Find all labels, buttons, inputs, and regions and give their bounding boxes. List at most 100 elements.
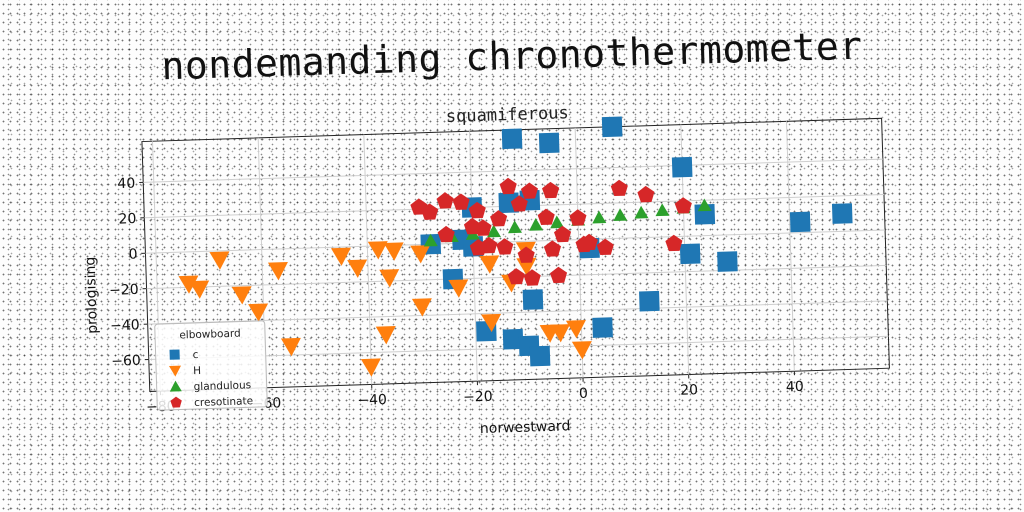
data-point xyxy=(481,313,502,333)
legend-title: elbowboard xyxy=(179,328,241,342)
data-point xyxy=(486,224,501,238)
data-point xyxy=(501,128,523,150)
data-point xyxy=(596,238,614,256)
data-point xyxy=(538,132,560,154)
x-grid-line xyxy=(574,127,584,378)
data-point xyxy=(411,298,432,317)
data-point xyxy=(452,193,470,210)
series-cresotinate xyxy=(410,177,692,286)
data-point xyxy=(697,198,712,212)
data-point xyxy=(410,245,431,264)
data-point xyxy=(569,209,587,226)
data-point xyxy=(634,205,649,219)
x-tick-label: 0 xyxy=(579,386,588,402)
x-grid-line xyxy=(785,121,795,372)
x-grid-line xyxy=(363,134,373,385)
data-point xyxy=(639,290,660,312)
data-point xyxy=(507,268,525,285)
data-point xyxy=(674,197,692,214)
data-point xyxy=(637,185,655,203)
data-point xyxy=(436,192,454,209)
data-point xyxy=(231,286,252,305)
data-point xyxy=(178,275,199,294)
data-point xyxy=(665,234,683,252)
data-point xyxy=(330,247,351,266)
data-point xyxy=(553,225,572,243)
x-tick-label: −40 xyxy=(357,392,387,409)
data-point xyxy=(571,341,592,360)
data-point xyxy=(367,241,388,260)
y-tick-label: 20 xyxy=(118,211,136,228)
data-point xyxy=(592,317,613,338)
data-point xyxy=(496,238,514,255)
data-point xyxy=(502,328,524,350)
data-point xyxy=(375,326,396,345)
y-tick-label: −40 xyxy=(110,317,140,334)
data-point xyxy=(601,116,623,138)
data-point xyxy=(423,233,438,247)
legend-marker xyxy=(169,349,180,360)
data-point xyxy=(267,262,288,281)
data-point xyxy=(550,324,571,343)
data-point xyxy=(490,210,508,227)
y-tick-label: 40 xyxy=(117,176,135,193)
y-tick-label: −20 xyxy=(109,282,139,299)
data-point xyxy=(679,243,701,265)
x-tick-label: −20 xyxy=(463,389,493,406)
y-tick-label: 0 xyxy=(128,246,137,262)
y-grid-line xyxy=(143,158,883,183)
data-point xyxy=(510,195,528,212)
data-point xyxy=(550,215,565,229)
data-point xyxy=(520,182,539,199)
series-c xyxy=(420,116,853,367)
data-point xyxy=(523,269,541,286)
data-point xyxy=(592,210,607,224)
data-point xyxy=(671,156,693,178)
data-point xyxy=(360,358,381,377)
data-point xyxy=(347,259,368,278)
data-point xyxy=(580,233,598,251)
data-point xyxy=(437,225,455,243)
data-point xyxy=(529,217,544,231)
data-point xyxy=(463,217,481,235)
data-point xyxy=(613,208,628,222)
x-tick-label: 40 xyxy=(786,379,804,396)
legend-label: H xyxy=(193,365,201,377)
data-point xyxy=(549,266,568,284)
data-point xyxy=(499,177,517,195)
y-grid-line xyxy=(145,229,886,254)
x-tick-label: 20 xyxy=(680,382,698,399)
data-point xyxy=(789,211,811,233)
data-point xyxy=(529,345,551,367)
data-point xyxy=(542,181,560,199)
legend-label: glandulous xyxy=(193,379,251,393)
data-point xyxy=(383,242,404,261)
legend-label: cresotinate xyxy=(194,395,253,409)
data-point xyxy=(379,269,400,288)
legend-marker xyxy=(169,380,182,392)
data-point xyxy=(831,203,853,224)
data-point xyxy=(508,220,522,234)
legend-label: c xyxy=(192,349,198,361)
data-point xyxy=(543,240,562,257)
data-point xyxy=(248,303,269,322)
y-axis-label: prologising xyxy=(83,256,101,334)
y-tick-label: −60 xyxy=(111,353,141,370)
data-point xyxy=(522,289,544,310)
x-axis-label: norwestward xyxy=(480,418,571,437)
data-point xyxy=(421,203,439,220)
legend-marker xyxy=(170,396,182,408)
data-point xyxy=(717,251,738,272)
data-point xyxy=(655,203,670,217)
data-points xyxy=(178,116,853,377)
y-grid-line xyxy=(147,300,888,325)
data-point xyxy=(517,246,535,263)
chart-title: squamiferous xyxy=(446,103,569,127)
data-point xyxy=(565,320,586,339)
data-point xyxy=(610,179,628,197)
data-point xyxy=(280,337,301,357)
